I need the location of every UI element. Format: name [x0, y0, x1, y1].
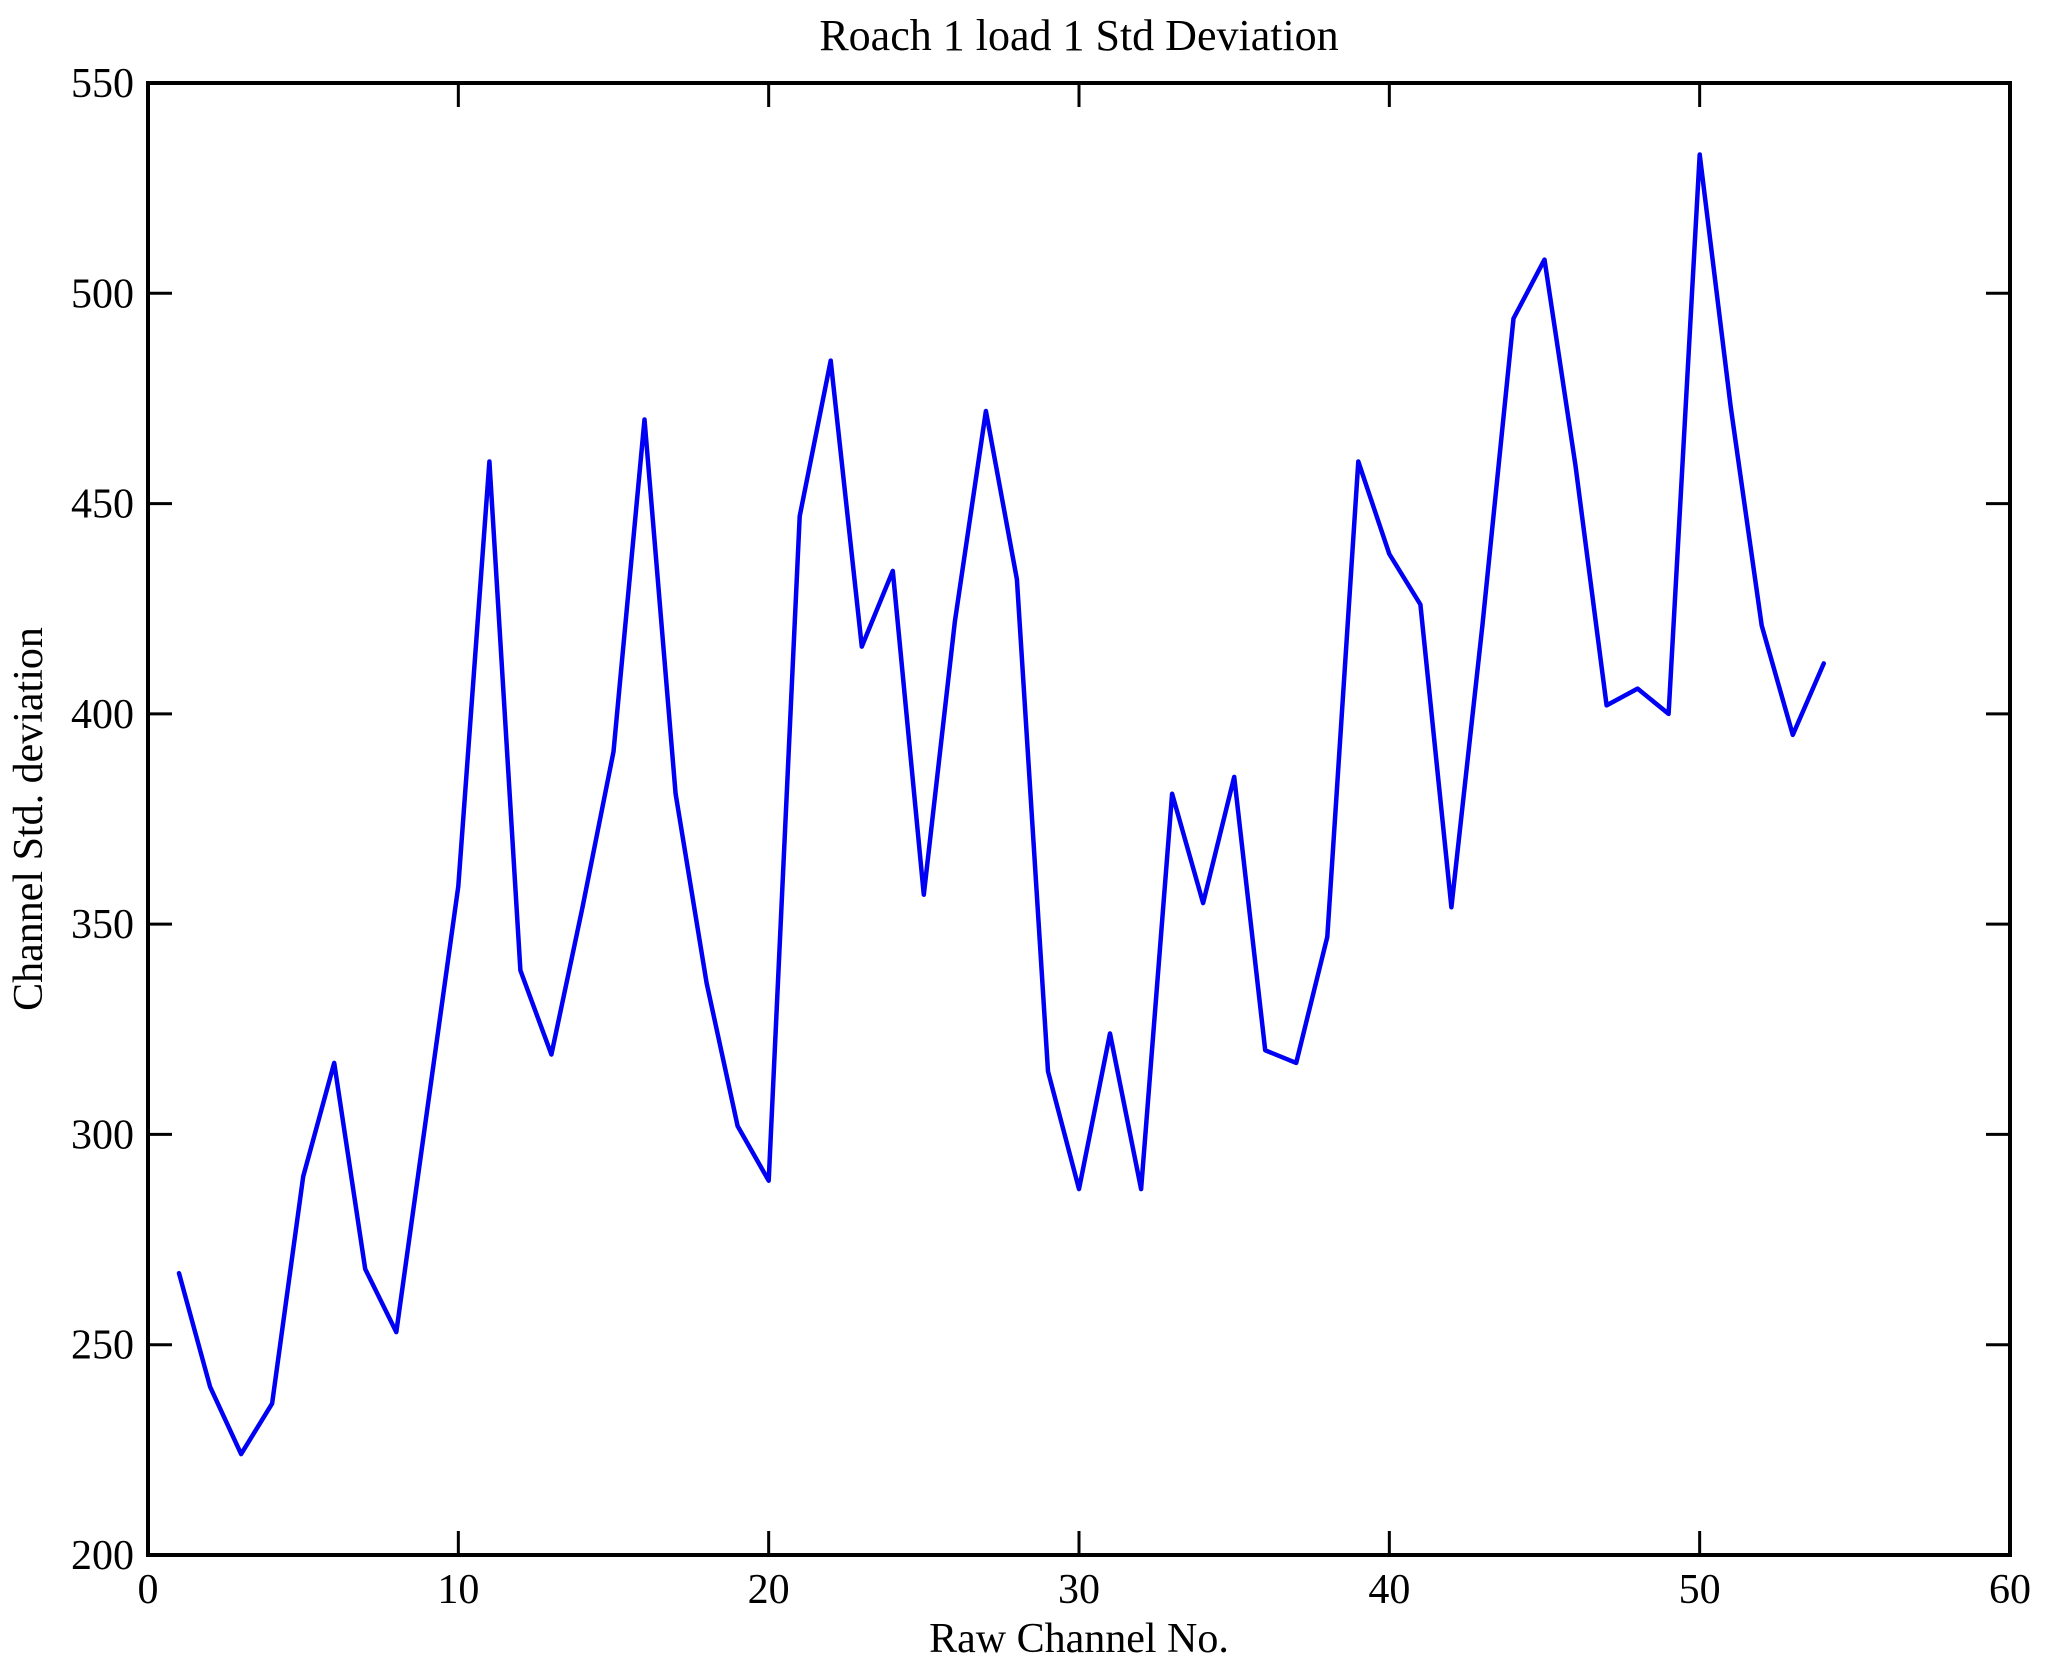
x-tick-label: 0	[138, 1567, 159, 1613]
y-tick-label: 200	[71, 1533, 134, 1579]
x-tick-label: 60	[1989, 1567, 2031, 1613]
y-tick-label: 250	[71, 1323, 134, 1369]
y-tick-label: 500	[71, 271, 134, 317]
y-tick-label: 400	[71, 692, 134, 738]
x-tick-label: 40	[1368, 1567, 1410, 1613]
plot-area: 0 10 20 30 40 50 60 200 250 300 350 400 450 500 550	[71, 61, 2031, 1613]
y-axis-label: Channel Std. deviation	[6, 627, 52, 1011]
y-tick-label: 300	[71, 1112, 134, 1158]
axis-tick-labels: 0 10 20 30 40 50 60 200 250 300 350 400 450 500 550	[71, 61, 2031, 1613]
axis-ticks	[146, 81, 2012, 1557]
data-polyline	[176, 152, 1827, 1457]
x-axis-label: Raw Channel No.	[929, 1616, 1229, 1662]
x-tick-label: 50	[1679, 1567, 1721, 1613]
x-tick-label: 30	[1058, 1567, 1100, 1613]
y-tick-label: 450	[71, 482, 134, 528]
y-tick-label: 350	[71, 902, 134, 948]
chart-title: Roach 1 load 1 Std Deviation	[819, 11, 1338, 60]
y-tick-label: 550	[71, 61, 134, 107]
x-tick-label: 20	[748, 1567, 790, 1613]
x-tick-label: 10	[437, 1567, 479, 1613]
